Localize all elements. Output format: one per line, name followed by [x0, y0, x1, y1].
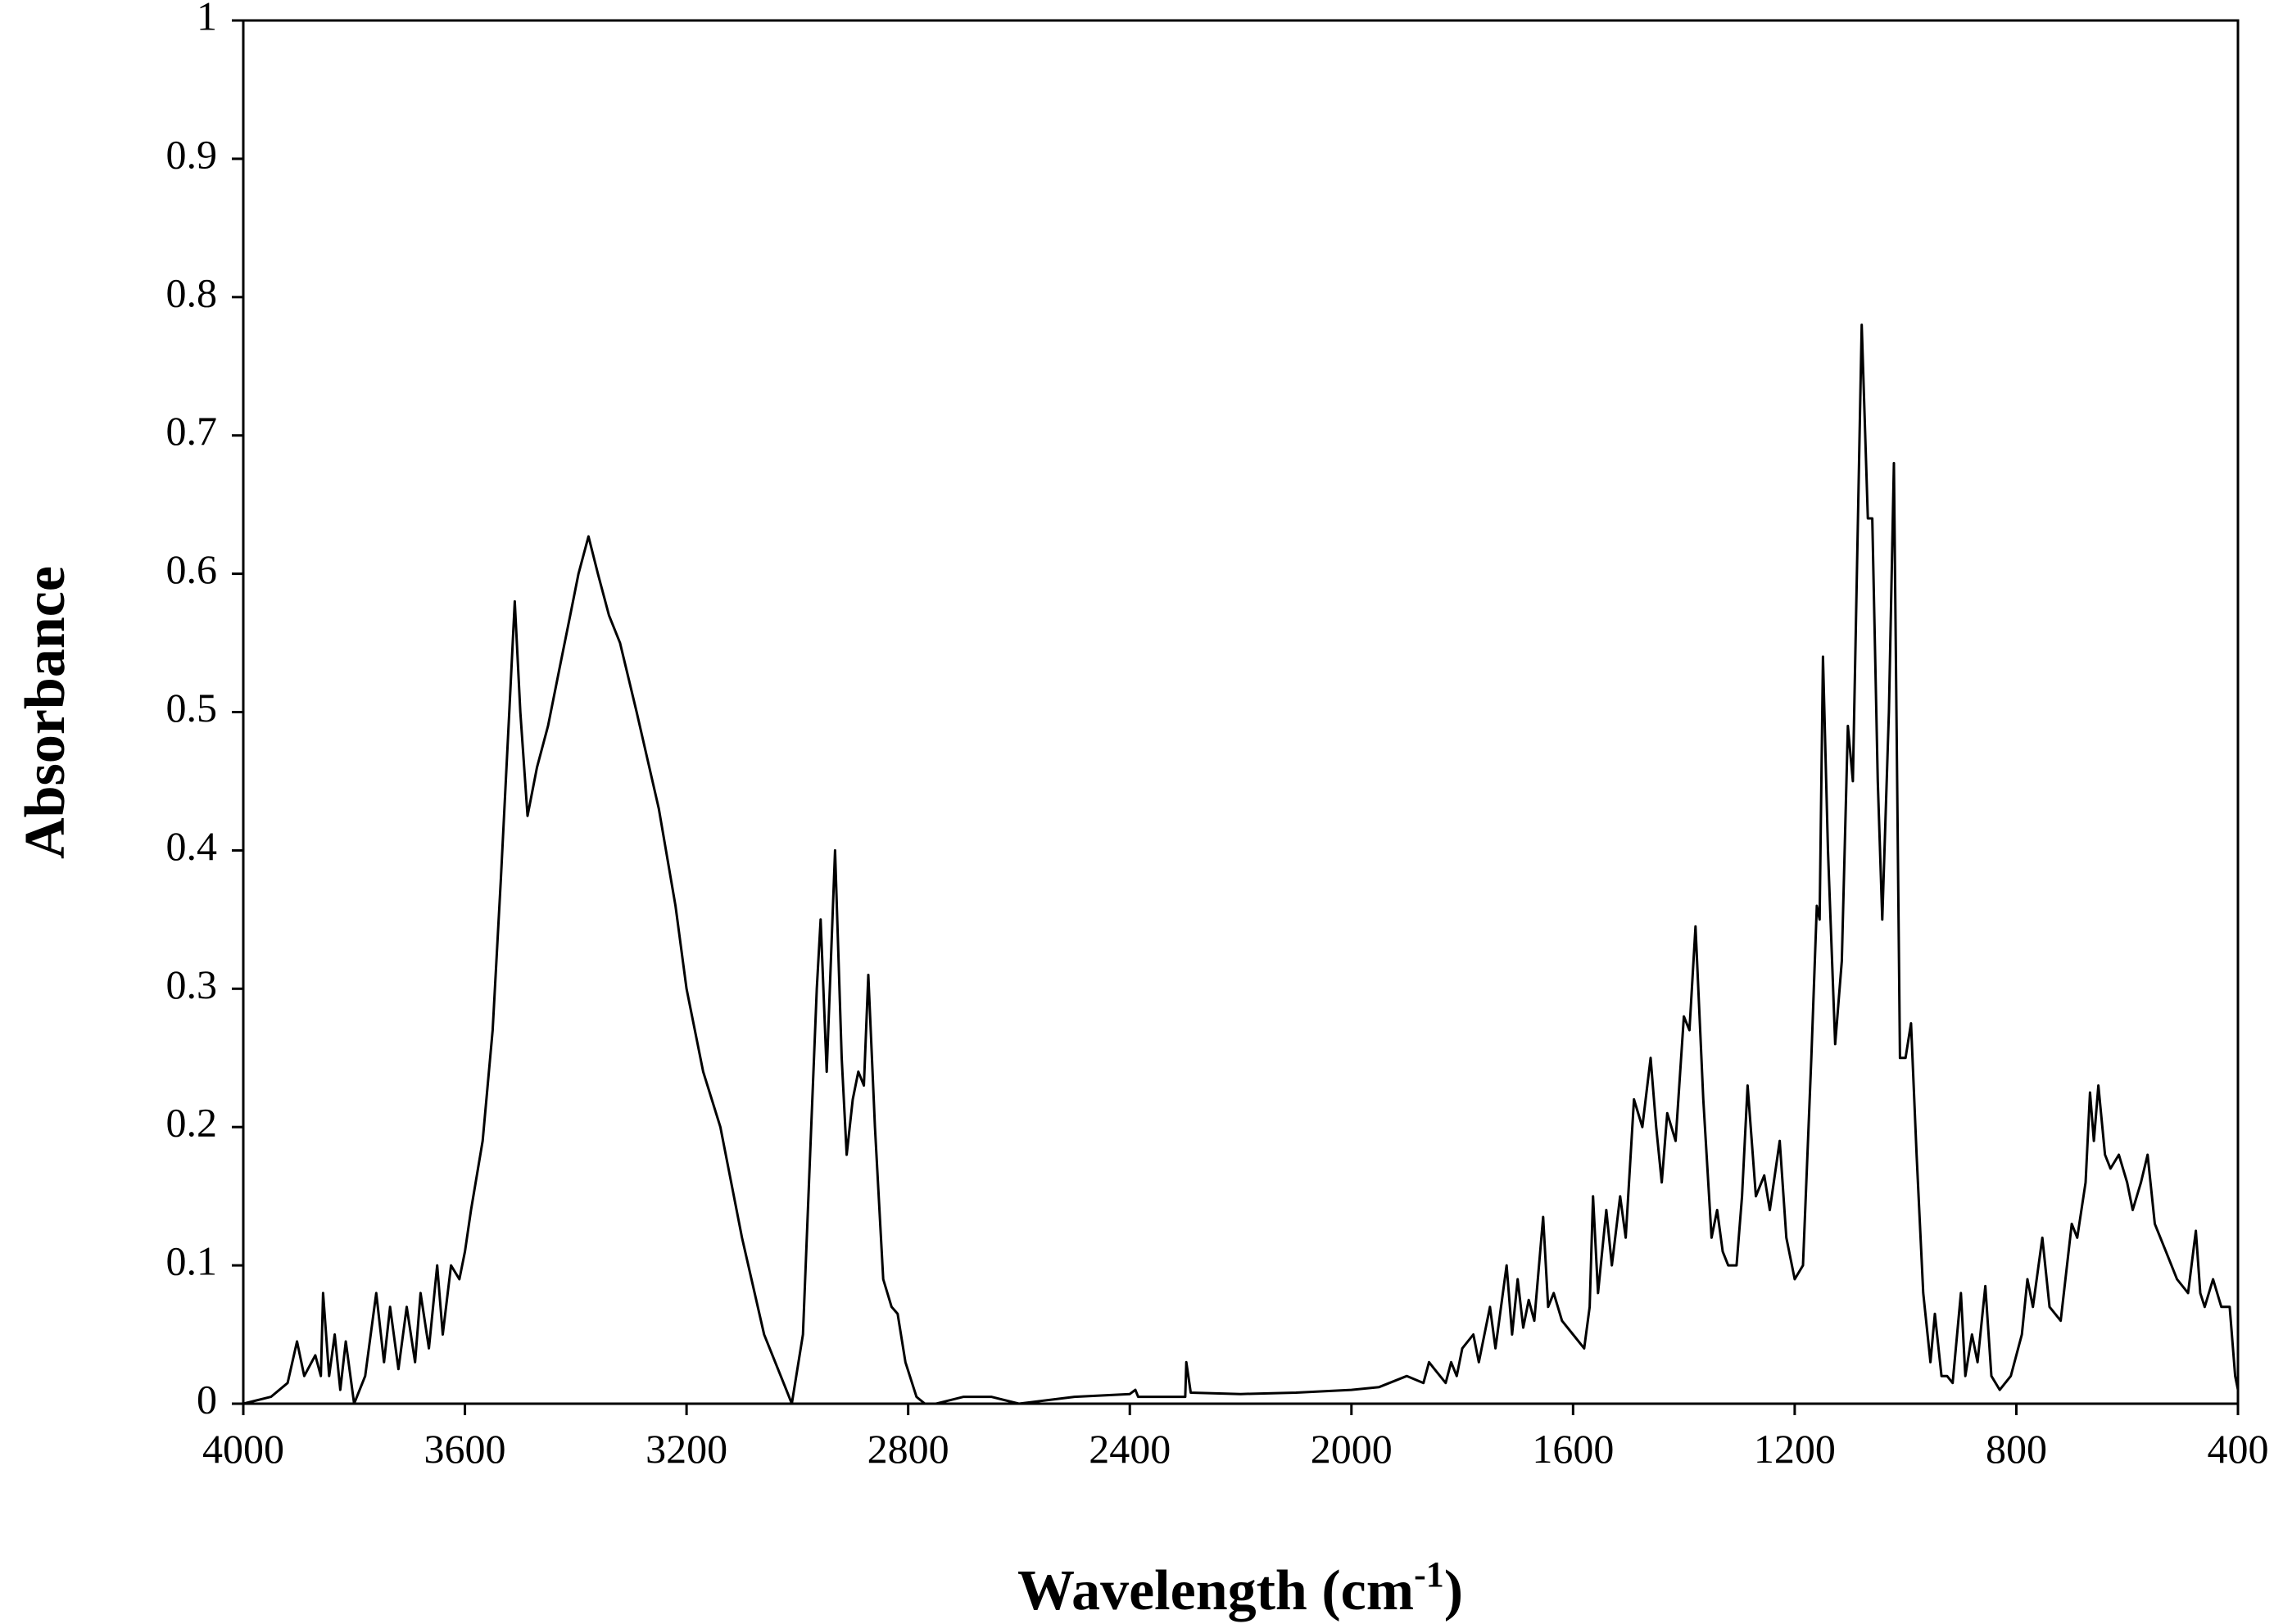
spectrum-line: [242, 323, 2240, 1405]
x-tick-label: 2400: [1089, 1426, 1171, 1472]
x-tick-label: 400: [2208, 1426, 2269, 1472]
x-tick-label: 2800: [867, 1426, 949, 1472]
y-tick-label: 0.5: [166, 685, 218, 731]
x-tick-label: 3200: [646, 1426, 727, 1472]
x-tick-label: 1600: [1532, 1426, 1614, 1472]
y-tick-label: 0: [197, 1376, 217, 1422]
x-tick-label: 800: [1986, 1426, 2047, 1472]
y-axis-title: Absorbance: [14, 566, 77, 859]
x-axis-title-end: ): [1444, 1559, 1463, 1622]
y-tick-label: 0.8: [166, 269, 218, 315]
plot-frame: [242, 19, 2240, 1405]
x-axis-title: Wavelength (cm-1): [1017, 1554, 1463, 1622]
y-tick-label: 0.4: [166, 823, 218, 869]
y-tick-label: 0.7: [166, 408, 218, 454]
x-axis-title-main: Wavelength (cm: [1017, 1559, 1414, 1622]
y-tick-label: 0.9: [166, 131, 218, 177]
y-tick-label: 0.3: [166, 961, 218, 1007]
y-tick-label: 1: [197, 0, 217, 38]
x-axis-title-sup: -1: [1414, 1554, 1444, 1595]
y-tick-label: 0.2: [166, 1100, 218, 1146]
x-tick-label: 3600: [424, 1426, 506, 1472]
x-tick-label: 4000: [202, 1426, 284, 1472]
x-tick-label: 1200: [1754, 1426, 1836, 1472]
y-tick-label: 0.6: [166, 546, 218, 592]
y-tick-label: 0.1: [166, 1238, 218, 1284]
x-tick-label: 2000: [1311, 1426, 1393, 1472]
